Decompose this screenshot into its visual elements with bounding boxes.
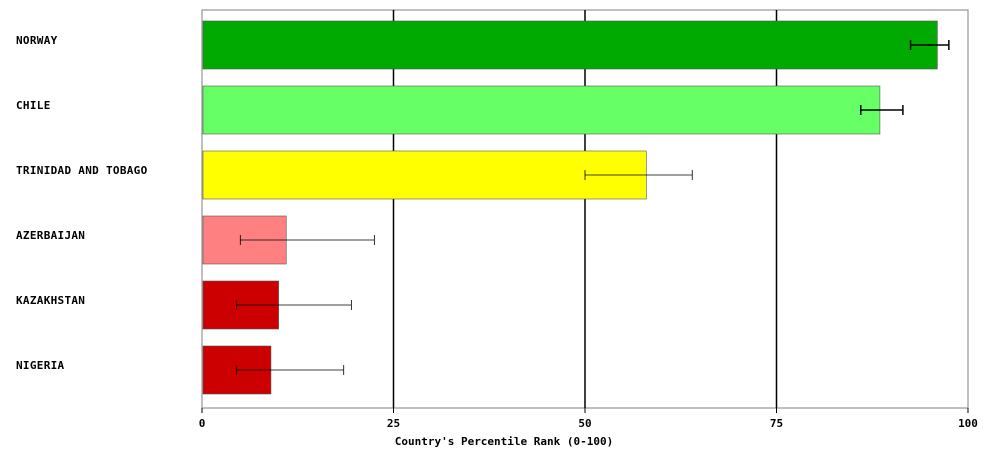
x-tick-label: 25 (387, 417, 400, 430)
category-label: CHILE (16, 99, 51, 112)
x-tick-label: 100 (958, 417, 978, 430)
bar-chile (202, 85, 881, 135)
x-tick-label: 50 (578, 417, 591, 430)
bar-trinidad-and-tobago (202, 150, 647, 200)
bar-norway (202, 20, 938, 70)
category-label: TRINIDAD AND TOBAGO (16, 164, 148, 177)
x-axis-ticks: 0 25 50 75 100 (199, 408, 978, 430)
x-tick-label: 75 (770, 417, 783, 430)
x-tick-label: 0 (199, 417, 206, 430)
grid-lines (392, 10, 778, 408)
category-label: KAZAKHSTAN (16, 294, 85, 307)
x-axis-title: Country's Percentile Rank (0-100) (395, 435, 614, 448)
category-label: NIGERIA (16, 359, 65, 372)
error-bars (236, 40, 950, 375)
category-labels: NORWAY CHILE TRINIDAD AND TOBAGO AZERBAIJAN… (16, 34, 148, 372)
category-label: AZERBAIJAN (16, 229, 85, 242)
category-label: NORWAY (16, 34, 58, 47)
